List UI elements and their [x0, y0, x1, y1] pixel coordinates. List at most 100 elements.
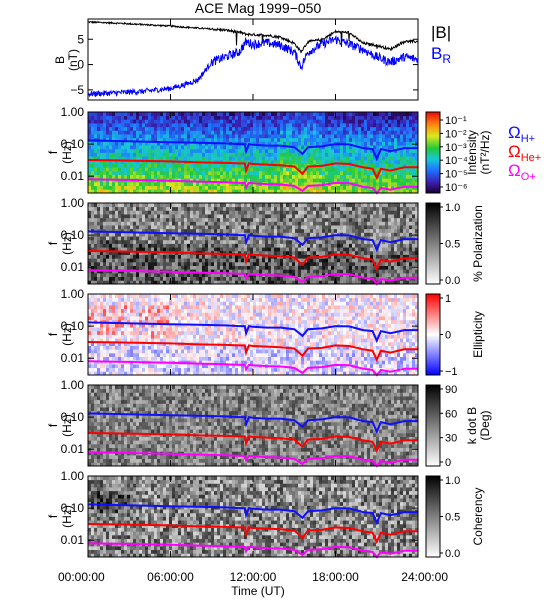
heatmap-cell: [292, 243, 296, 248]
heatmap-cell: [325, 236, 329, 241]
heatmap-cell: [403, 280, 407, 285]
heatmap-cell: [202, 152, 206, 157]
heatmap-cell: [130, 250, 134, 255]
heatmap-cell: [253, 148, 257, 153]
heatmap-cell: [328, 269, 332, 274]
heatmap-cell: [199, 228, 203, 233]
heatmap-cell: [340, 228, 344, 233]
heatmap-cell: [274, 210, 278, 215]
heatmap-cell: [331, 115, 335, 120]
heatmap-cell: [307, 130, 311, 135]
heatmap-cell: [169, 247, 173, 252]
heatmap-cell: [190, 181, 194, 187]
heatmap-cell: [349, 247, 353, 252]
heatmap-cell: [253, 130, 257, 135]
heatmap-cell: [316, 217, 320, 222]
heatmap-cell: [166, 206, 170, 211]
heatmap-cell: [157, 115, 161, 120]
heatmap-cell: [208, 156, 212, 161]
heatmap-cell: [190, 247, 194, 252]
heatmap-cell: [397, 126, 401, 131]
heatmap-cell: [343, 152, 347, 157]
heatmap-cell: [130, 137, 134, 142]
heatmap-cell: [214, 236, 218, 241]
heatmap-cell: [178, 167, 182, 172]
heatmap-cell: [334, 214, 338, 219]
heatmap-cell: [145, 112, 149, 117]
heatmap-cell: [232, 126, 236, 131]
heatmap-cell: [145, 210, 149, 215]
heatmap-cell: [229, 163, 233, 168]
heatmap-cell: [136, 221, 140, 226]
heatmap-cell: [145, 247, 149, 252]
heatmap-cell: [88, 189, 92, 194]
heatmap-cell: [196, 228, 200, 233]
heatmap-cell: [94, 148, 98, 153]
heatmap-cell: [406, 221, 410, 226]
heatmap-cell: [373, 178, 377, 183]
heatmap-cell: [325, 152, 329, 157]
heatmap-cell: [196, 163, 200, 168]
heatmap-cell: [142, 217, 146, 222]
heatmap-cell: [292, 170, 296, 175]
heatmap-cell: [151, 163, 155, 168]
heatmap-cell: [124, 123, 128, 128]
heatmap-cell: [112, 203, 116, 208]
heatmap-cell: [217, 203, 221, 208]
heatmap-cell: [172, 276, 176, 281]
heatmap-cell: [337, 203, 341, 208]
heatmap-cell: [91, 327, 95, 332]
heatmap-cell: [91, 341, 95, 346]
heatmap-cell: [208, 115, 212, 120]
heatmap-cell: [313, 280, 317, 285]
heatmap-cell: [307, 280, 311, 285]
heatmap-cell: [319, 214, 323, 219]
heatmap-cell: [94, 352, 98, 357]
heatmap-cell: [241, 163, 245, 168]
heatmap-cell: [364, 152, 368, 157]
heatmap-cell: [355, 185, 359, 190]
heatmap-cell: [214, 210, 218, 215]
heatmap-cell: [178, 247, 182, 252]
heatmap-cell: [112, 243, 116, 248]
heatmap-cell: [283, 239, 287, 244]
heatmap-cell: [331, 254, 335, 259]
heatmap-cell: [346, 217, 350, 222]
heatmap-cell: [127, 239, 131, 244]
heatmap-cell: [334, 167, 338, 172]
heatmap-cell: [190, 178, 194, 183]
heatmap-cell: [415, 206, 419, 211]
heatmap-cell: [199, 272, 203, 278]
heatmap-cell: [139, 115, 143, 120]
heatmap-cell: [316, 221, 320, 226]
heatmap-cell: [355, 119, 359, 124]
heatmap-cell: [331, 148, 335, 153]
heatmap-cell: [202, 236, 206, 241]
heatmap-cell: [91, 308, 95, 313]
heatmap-cell: [298, 134, 302, 139]
heatmap-cell: [217, 134, 221, 139]
heatmap-cell: [265, 236, 269, 241]
heatmap-cell: [349, 141, 353, 146]
heatmap-cell: [88, 363, 92, 369]
heatmap-cell: [367, 236, 371, 241]
heatmap-cell: [349, 214, 353, 219]
heatmap-cell: [253, 243, 257, 248]
heatmap-cell: [316, 156, 320, 161]
heatmap-cell: [298, 269, 302, 274]
heatmap-cell: [121, 115, 125, 120]
heatmap-cell: [280, 119, 284, 124]
heatmap-cell: [94, 152, 98, 157]
heatmap-cell: [145, 221, 149, 226]
heatmap-cell: [223, 170, 227, 175]
heatmap-cell: [274, 269, 278, 274]
heatmap-cell: [127, 141, 131, 146]
panel-intensity: 1.000.100.01f (Hz)10⁻¹10⁻²10⁻³10⁻⁴10⁻⁵10⁻…: [46, 105, 492, 195]
heatmap-cell: [133, 258, 137, 263]
heatmap-cell: [247, 170, 251, 175]
heatmap-cell: [121, 134, 125, 139]
heatmap-cell: [385, 130, 389, 135]
heatmap-cell: [157, 152, 161, 157]
heatmap-cell: [193, 221, 197, 226]
heatmap-cell: [307, 225, 311, 230]
